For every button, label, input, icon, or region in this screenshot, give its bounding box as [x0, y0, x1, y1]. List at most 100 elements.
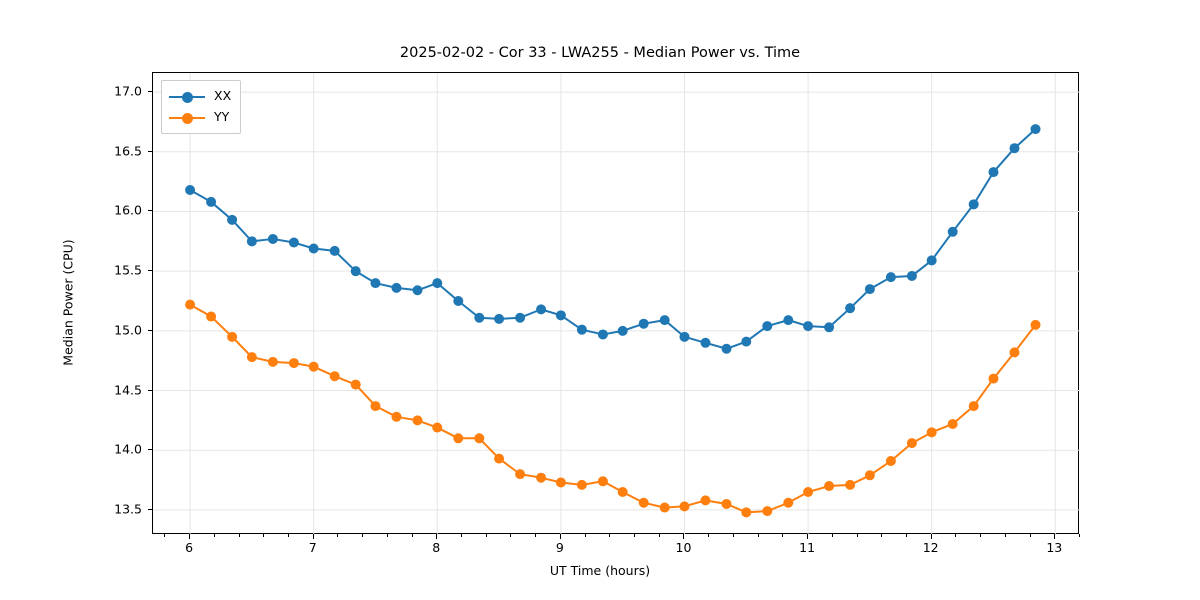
data-point — [246, 352, 257, 363]
data-point — [494, 313, 505, 324]
x-minor-tick-mark — [980, 534, 982, 537]
chart-title: 2025-02-02 - Cor 33 - LWA255 - Median Po… — [399, 45, 801, 61]
data-point — [803, 487, 814, 498]
data-point — [638, 318, 649, 329]
y-tick-mark — [148, 150, 152, 152]
data-point — [988, 373, 999, 384]
x-tick-label: 10 — [675, 540, 692, 555]
data-point — [638, 497, 649, 508]
data-point — [288, 358, 299, 369]
data-point — [246, 236, 257, 247]
data-point — [906, 270, 917, 281]
data-point — [968, 401, 979, 412]
data-point — [267, 356, 278, 367]
data-point — [329, 245, 340, 256]
y-tick-mark — [148, 270, 152, 272]
data-point — [845, 303, 856, 314]
x-minor-tick-mark — [535, 534, 537, 537]
x-tick-mark — [1054, 534, 1056, 539]
data-point — [741, 336, 752, 347]
data-point — [227, 214, 238, 225]
data-point — [185, 299, 196, 310]
data-point — [597, 476, 608, 487]
data-point — [845, 479, 856, 490]
x-minor-tick-mark — [1029, 534, 1031, 537]
data-point — [864, 470, 875, 481]
x-minor-tick-mark — [337, 534, 339, 537]
data-point — [474, 433, 485, 444]
data-point — [453, 296, 464, 307]
legend-label-yy: YY — [214, 109, 230, 125]
y-tick-mark — [148, 210, 152, 212]
legend-swatch-xx — [169, 90, 205, 104]
y-tick-label: 15.0 — [114, 322, 142, 338]
data-point — [679, 501, 690, 512]
y-tick-mark — [148, 329, 152, 331]
data-point — [308, 243, 319, 254]
data-point — [721, 343, 732, 354]
data-point — [659, 502, 670, 513]
plot-area — [152, 72, 1080, 535]
data-point — [824, 481, 835, 492]
x-tick-mark — [436, 534, 438, 539]
x-tick-mark — [559, 534, 561, 539]
data-point — [555, 477, 566, 488]
data-point — [185, 184, 196, 195]
x-tick-label: 7 — [308, 540, 317, 555]
y-axis-tick-labels: 13.5 14.0 14.5 15.0 15.5 16.0 16.5 17.0 — [80, 0, 142, 600]
data-point — [206, 311, 217, 322]
data-point — [783, 315, 794, 326]
data-point — [370, 401, 381, 412]
data-point — [370, 278, 381, 289]
x-tick-mark — [683, 534, 685, 539]
chart-legend[interactable]: XX YY — [161, 80, 242, 134]
x-minor-tick-mark — [362, 534, 364, 537]
x-tick-label: 8 — [432, 540, 441, 555]
x-minor-tick-mark — [510, 534, 512, 537]
grid-lines — [153, 73, 1080, 535]
data-point — [659, 315, 670, 326]
y-tick-mark — [148, 508, 152, 510]
y-tick-label: 15.5 — [114, 262, 142, 278]
x-minor-tick-mark — [461, 534, 462, 537]
data-point — [536, 304, 547, 315]
data-point — [803, 321, 814, 332]
data-point — [617, 325, 628, 336]
y-tick-mark — [148, 91, 152, 93]
x-minor-tick-mark — [287, 534, 289, 537]
x-minor-tick-mark — [831, 534, 833, 537]
data-point — [988, 167, 999, 178]
data-point — [267, 233, 278, 244]
legend-marker-xx — [182, 91, 193, 103]
x-minor-tick-mark — [584, 534, 586, 537]
data-point — [350, 379, 361, 390]
data-point — [906, 438, 917, 449]
plot-svg — [153, 73, 1080, 535]
x-tick-label: 9 — [555, 540, 564, 555]
y-tick-label: 17.0 — [114, 83, 142, 99]
data-point — [1030, 124, 1041, 135]
data-point — [824, 322, 835, 333]
x-tick-label: 12 — [922, 540, 939, 555]
data-point — [947, 418, 958, 429]
data-point — [1009, 143, 1020, 154]
data-point — [885, 272, 896, 283]
data-point — [432, 278, 443, 289]
y-tick-label: 14.0 — [114, 441, 142, 457]
y-tick-label: 13.5 — [114, 501, 142, 517]
y-tick-mark — [148, 449, 152, 451]
x-minor-tick-mark — [856, 534, 858, 537]
data-point — [536, 472, 547, 483]
data-point — [926, 427, 937, 438]
data-point — [308, 361, 319, 372]
data-point — [288, 237, 299, 248]
data-point — [412, 285, 423, 296]
data-point — [947, 226, 958, 237]
data-point — [576, 324, 587, 335]
series-xx — [185, 124, 1041, 354]
data-point — [1009, 347, 1020, 358]
y-tick-label: 16.0 — [114, 202, 142, 218]
data-point — [679, 331, 690, 342]
x-tick-label: 13 — [1046, 540, 1063, 555]
